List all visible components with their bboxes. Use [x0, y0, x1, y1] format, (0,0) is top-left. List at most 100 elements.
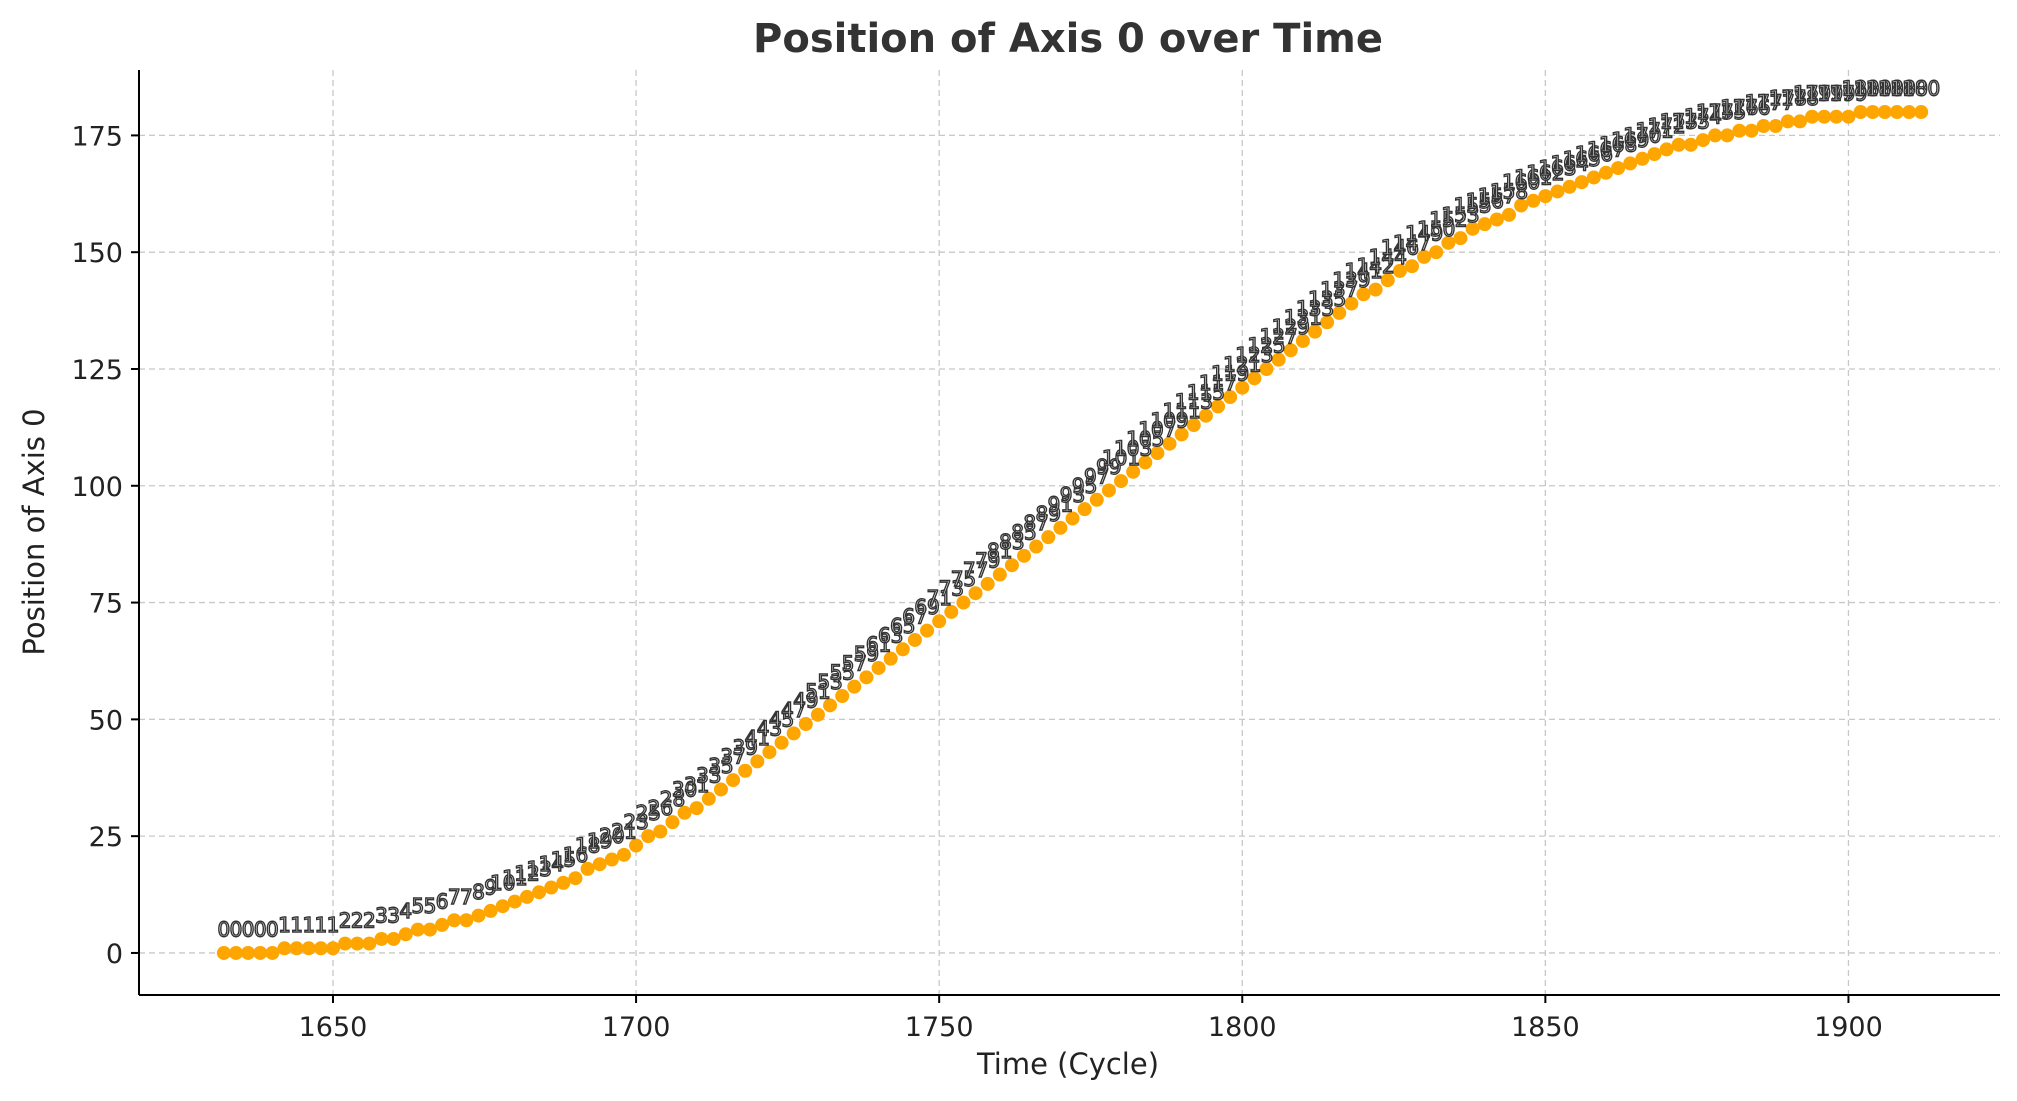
data-point-label: 180	[1866, 77, 1904, 101]
data-point-label: 41	[745, 726, 770, 750]
data-point-label: 69	[914, 595, 939, 619]
data-point	[738, 763, 753, 778]
data-point	[1077, 502, 1092, 517]
data-point-label: 113	[1175, 390, 1213, 414]
data-point-label: 177	[1744, 91, 1782, 115]
data-point-label: 176	[1732, 95, 1770, 119]
data-point	[544, 880, 559, 895]
data-point-label: 180	[1854, 77, 1892, 101]
data-point	[1320, 315, 1335, 330]
data-point-label: 59	[854, 642, 879, 666]
data-point	[641, 829, 656, 844]
data-point-label: 123	[1235, 343, 1273, 367]
data-point-label: 7	[460, 885, 473, 909]
data-point-label: 18	[575, 834, 600, 858]
data-point-label: 2	[351, 908, 364, 932]
data-point-label: 6	[436, 890, 449, 914]
data-point	[1623, 156, 1638, 171]
data-point-label: 101	[1102, 446, 1140, 470]
data-point	[871, 660, 886, 675]
data-point	[1889, 105, 1904, 120]
data-point	[1792, 114, 1807, 129]
data-point-label: 83	[999, 530, 1024, 554]
x-tick-label: 1700	[602, 1012, 671, 1043]
data-point-label: 103	[1114, 436, 1152, 460]
data-point-label: 147	[1393, 231, 1431, 255]
data-point-label: 5	[411, 894, 424, 918]
data-point-label: 155	[1454, 193, 1492, 217]
data-point-label: 9	[484, 876, 497, 900]
data-point-label: 131	[1284, 306, 1322, 330]
data-point-label: 175	[1708, 100, 1746, 124]
data-point	[277, 941, 292, 956]
data-point	[1538, 189, 1553, 204]
data-point-label: 176	[1720, 95, 1758, 119]
data-point-label: 141	[1344, 259, 1382, 283]
y-axis-label: Position of Axis 0	[17, 408, 51, 655]
data-point-label: 85	[1011, 521, 1036, 545]
data-point	[338, 936, 353, 951]
data-point	[713, 782, 728, 797]
data-point	[1101, 483, 1116, 498]
data-point-label: 166	[1575, 142, 1613, 166]
data-point-label: 91	[1048, 492, 1073, 516]
data-point	[956, 595, 971, 610]
data-point-label: 127	[1260, 324, 1298, 348]
data-point	[1550, 184, 1565, 199]
data-point-label: 137	[1320, 278, 1358, 302]
data-point	[1489, 212, 1504, 227]
data-point-label: 180	[1902, 77, 1940, 101]
data-point-label: 115	[1187, 380, 1225, 404]
x-ticks: 1650 1700 1750 1800 1850 1900	[299, 995, 1883, 1043]
data-point	[1671, 137, 1686, 152]
data-point-label: 158	[1490, 179, 1528, 203]
data-point	[1865, 105, 1880, 120]
data-point	[507, 894, 522, 909]
data-point-label: 33	[696, 763, 721, 787]
data-point	[483, 903, 498, 918]
data-point	[653, 824, 668, 839]
data-point-label: 161	[1514, 165, 1552, 189]
data-point-label: 11	[502, 866, 527, 890]
data-point-label: 146	[1381, 236, 1419, 260]
data-point	[1114, 474, 1129, 489]
data-point	[1683, 137, 1698, 152]
data-point-label: 51	[805, 679, 830, 703]
data-point-label: 45	[769, 707, 794, 731]
x-tick-label: 1800	[1208, 1012, 1277, 1043]
data-point-label: 168	[1599, 133, 1637, 157]
data-point-label: 129	[1272, 315, 1310, 339]
data-point	[1526, 193, 1541, 208]
data-point	[1004, 558, 1019, 573]
data-point-label: 164	[1551, 151, 1589, 175]
data-point	[689, 801, 704, 816]
data-point	[447, 913, 462, 928]
data-point-label: 97	[1084, 464, 1109, 488]
data-point-label: 175	[1696, 100, 1734, 124]
data-point-label: 37	[720, 745, 745, 769]
data-point-label: 93	[1060, 483, 1085, 507]
data-point-label: 135	[1308, 287, 1346, 311]
data-point	[374, 931, 389, 946]
data-point	[422, 922, 437, 937]
data-point	[519, 889, 534, 904]
data-point	[1756, 119, 1771, 134]
data-point	[471, 908, 486, 923]
data-point-label: 15	[551, 848, 576, 872]
data-point-label: 75	[951, 567, 976, 591]
data-point-label: 165	[1563, 147, 1601, 171]
data-point-label: 173	[1660, 109, 1698, 133]
data-point	[1732, 123, 1747, 138]
data-point-label: 28	[660, 787, 685, 811]
data-point-label: 20	[599, 824, 624, 848]
data-point	[228, 945, 243, 960]
data-point-label: 133	[1296, 296, 1334, 320]
data-point	[1441, 235, 1456, 250]
data-point	[1259, 361, 1274, 376]
data-point	[253, 945, 268, 960]
data-point-label: 3	[387, 904, 400, 928]
data-point-label: 25	[635, 801, 660, 825]
data-point-label: 65	[890, 614, 915, 638]
data-point	[1465, 221, 1480, 236]
